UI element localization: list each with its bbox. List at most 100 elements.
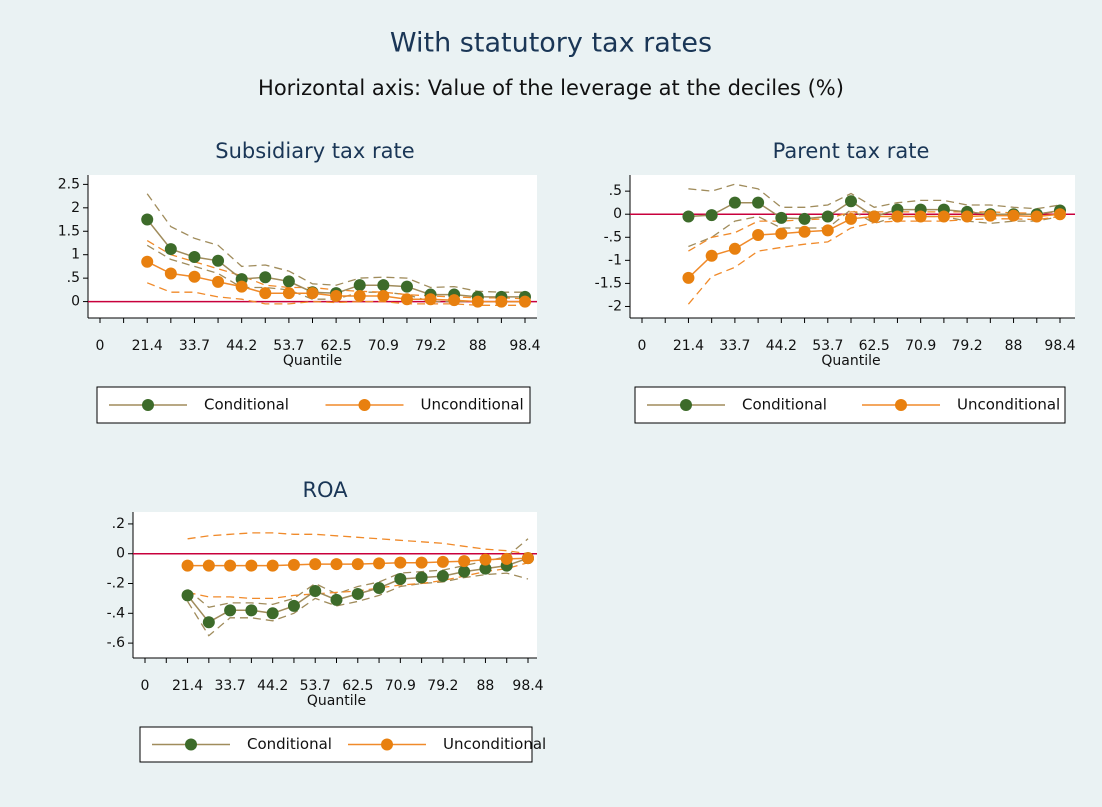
x-tick-label: 21.4 bbox=[673, 338, 704, 354]
x-tick-label: 70.9 bbox=[905, 338, 936, 354]
legend-marker bbox=[185, 738, 197, 751]
marker bbox=[845, 195, 857, 208]
panel-title: Parent tax rate bbox=[773, 139, 930, 163]
y-tick-label: -.6 bbox=[107, 635, 126, 651]
marker bbox=[984, 209, 997, 222]
x-tick-label: 0 bbox=[96, 338, 105, 354]
x-tick-label: 44.2 bbox=[766, 338, 797, 354]
x-tick-label: 79.2 bbox=[427, 678, 458, 694]
marker bbox=[224, 604, 237, 617]
legend-label: Unconditional bbox=[443, 735, 546, 753]
ci-lower bbox=[146, 282, 525, 306]
marker bbox=[259, 271, 272, 284]
y-tick-label: -2 bbox=[608, 298, 622, 314]
marker bbox=[141, 255, 154, 268]
y-tick-label: 2 bbox=[71, 200, 80, 216]
y-tick-label: 0 bbox=[71, 294, 80, 310]
marker bbox=[752, 196, 765, 209]
panel-title: ROA bbox=[302, 478, 348, 502]
marker bbox=[845, 212, 857, 225]
marker bbox=[164, 267, 177, 280]
x-tick-label: 79.2 bbox=[415, 338, 446, 354]
marker bbox=[961, 210, 974, 223]
ci-upper bbox=[146, 193, 525, 293]
x-axis-label: Quantile bbox=[283, 353, 342, 369]
marker bbox=[351, 558, 364, 571]
x-axis-label: Quantile bbox=[307, 693, 366, 709]
marker bbox=[266, 559, 279, 572]
marker bbox=[353, 289, 366, 302]
y-tick-label: 0 bbox=[613, 206, 622, 222]
x-tick-label: 98.4 bbox=[509, 338, 540, 354]
marker bbox=[400, 293, 413, 306]
y-tick-label: .5 bbox=[67, 270, 80, 286]
marker bbox=[330, 289, 343, 302]
marker bbox=[436, 555, 449, 568]
marker bbox=[188, 270, 201, 283]
marker bbox=[798, 212, 811, 225]
marker bbox=[309, 584, 322, 597]
marker bbox=[394, 573, 407, 586]
y-tick-label: 2.5 bbox=[58, 176, 80, 192]
marker bbox=[821, 210, 834, 223]
marker bbox=[282, 287, 295, 300]
marker bbox=[202, 559, 215, 572]
x-tick-label: 62.5 bbox=[342, 678, 373, 694]
marker bbox=[202, 616, 215, 629]
marker bbox=[373, 581, 386, 594]
legend-marker bbox=[142, 399, 154, 411]
x-tick-label: 33.7 bbox=[179, 338, 210, 354]
chart-title: With statutory tax rates bbox=[390, 28, 712, 59]
chart-subtitle: Horizontal axis: Value of the leverage a… bbox=[258, 76, 844, 100]
y-tick-label: .5 bbox=[609, 183, 622, 199]
x-tick-label: 79.2 bbox=[952, 338, 983, 354]
ci-lower bbox=[688, 208, 1061, 248]
marker bbox=[330, 558, 343, 571]
marker bbox=[415, 556, 428, 569]
marker bbox=[798, 225, 811, 238]
marker bbox=[705, 249, 718, 262]
legend-label: Conditional bbox=[247, 735, 332, 753]
marker bbox=[728, 242, 741, 255]
x-tick-label: 98.4 bbox=[512, 678, 543, 694]
marker bbox=[1054, 208, 1066, 221]
marker bbox=[212, 275, 225, 288]
ci-upper bbox=[187, 532, 529, 555]
marker bbox=[351, 587, 364, 600]
y-tick-label: 1 bbox=[71, 247, 80, 263]
marker bbox=[914, 210, 927, 223]
marker bbox=[479, 562, 492, 575]
legend-marker bbox=[895, 399, 907, 411]
marker bbox=[245, 559, 258, 572]
ci-upper bbox=[688, 183, 1061, 210]
marker bbox=[306, 287, 319, 300]
marker bbox=[377, 289, 390, 302]
x-tick-label: 62.5 bbox=[321, 338, 352, 354]
x-tick-label: 88 bbox=[469, 338, 487, 354]
marker bbox=[775, 211, 788, 224]
marker bbox=[235, 280, 248, 293]
x-tick-label: 44.2 bbox=[226, 338, 257, 354]
marker bbox=[245, 604, 258, 617]
legend-marker bbox=[358, 399, 371, 411]
x-tick-label: 70.9 bbox=[368, 338, 399, 354]
y-tick-label: -1.5 bbox=[595, 275, 622, 291]
x-tick-label: 0 bbox=[141, 678, 150, 694]
marker bbox=[400, 280, 413, 293]
x-tick-label: 53.7 bbox=[812, 338, 843, 354]
marker bbox=[141, 213, 154, 226]
marker bbox=[287, 599, 300, 612]
marker bbox=[937, 210, 950, 223]
legend-label: Unconditional bbox=[421, 396, 524, 414]
y-tick-label: 0 bbox=[116, 546, 125, 562]
ci-upper bbox=[688, 211, 1061, 252]
marker bbox=[377, 279, 390, 292]
x-tick-label: 62.5 bbox=[859, 338, 890, 354]
x-tick-label: 88 bbox=[1005, 338, 1023, 354]
x-tick-label: 53.7 bbox=[300, 678, 331, 694]
marker bbox=[448, 294, 461, 307]
marker bbox=[212, 254, 225, 267]
x-tick-label: 33.7 bbox=[215, 678, 246, 694]
